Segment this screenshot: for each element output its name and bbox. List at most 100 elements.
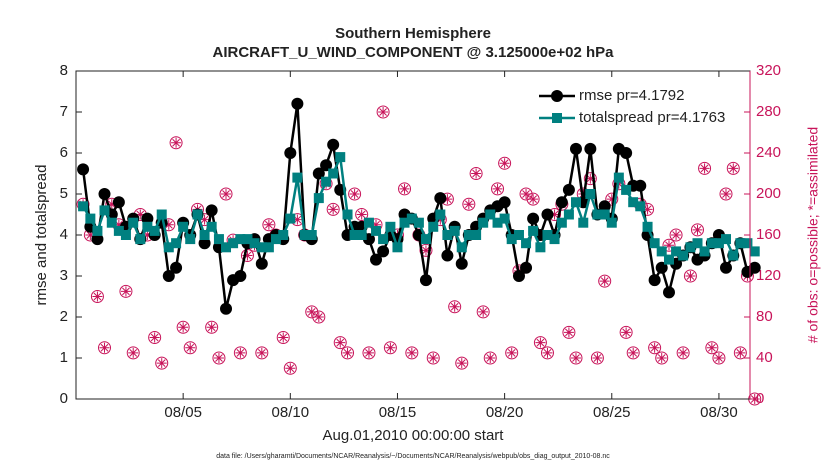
series-marker: [312, 167, 325, 180]
possible-obs-marker: [519, 187, 533, 201]
assimilated-obs-marker: [171, 137, 182, 148]
assimilated-obs-marker: [570, 353, 581, 363]
possible-obs-marker: [312, 310, 326, 324]
series-marker: [385, 221, 396, 232]
series-marker: [620, 147, 633, 159]
series-marker: [748, 261, 761, 274]
series-marker: [442, 230, 453, 240]
y-tick-label: 7: [60, 103, 68, 120]
series-marker: [228, 238, 239, 249]
possible-obs-marker: [341, 346, 355, 360]
assimilated-obs-marker: [371, 219, 382, 230]
series-marker: [156, 209, 167, 220]
possible-obs-marker: [662, 238, 676, 252]
series-marker: [749, 246, 760, 257]
y2-axis-label: # of obs: o=possible; *=assimilated: [805, 127, 821, 343]
series-marker: [363, 217, 374, 228]
series-marker: [120, 230, 131, 240]
series-marker: [371, 225, 382, 236]
possible-obs-marker: [455, 356, 469, 370]
y-axis-label: rmse and totalspread: [33, 165, 50, 306]
series-marker: [91, 233, 104, 246]
series-marker: [171, 238, 182, 249]
assimilated-obs-marker: [435, 214, 446, 225]
assimilated-obs-marker: [235, 347, 246, 358]
y-tick-label: 0: [60, 390, 68, 407]
possible-obs-marker: [305, 305, 319, 319]
assimilated-obs-marker: [149, 332, 160, 343]
series-marker: [163, 242, 174, 253]
series-marker: [170, 261, 183, 274]
possible-obs-marker: [619, 325, 633, 339]
possible-obs-marker: [126, 346, 140, 360]
assimilated-obs-marker: [420, 245, 431, 256]
series-marker: [78, 201, 89, 212]
x-tick-label: 08/15: [379, 404, 417, 421]
series-marker: [499, 213, 510, 224]
series-marker: [628, 197, 639, 208]
series-marker: [606, 217, 617, 228]
possible-obs-marker: [183, 341, 197, 355]
assimilated-obs-marker: [449, 301, 460, 312]
series-marker: [420, 234, 431, 245]
assimilated-obs-marker: [385, 342, 396, 353]
assimilated-obs-marker: [313, 312, 324, 322]
assimilated-obs-marker: [442, 194, 453, 205]
possible-obs-marker: [498, 156, 512, 170]
series-marker: [249, 238, 260, 249]
possible-obs-marker: [476, 305, 490, 319]
possible-obs-marker: [398, 182, 412, 196]
series-marker: [463, 230, 474, 240]
series-marker: [563, 209, 574, 220]
series-marker: [321, 176, 332, 187]
assimilated-obs-marker: [642, 204, 653, 215]
series-marker: [142, 221, 153, 232]
assimilated-obs-marker: [592, 353, 603, 363]
series-marker: [478, 217, 489, 228]
series-marker: [113, 225, 124, 236]
assimilated-obs-marker: [378, 107, 389, 117]
series-marker: [449, 225, 460, 236]
assimilated-obs-marker: [178, 322, 189, 333]
possible-obs-marker: [533, 336, 547, 350]
series-marker: [592, 209, 603, 220]
series-marker: [585, 189, 596, 199]
possible-obs-marker: [148, 331, 162, 344]
possible-obs-marker: [383, 341, 397, 355]
series-marker: [220, 302, 233, 315]
possible-obs-marker: [405, 346, 419, 360]
series-marker: [206, 221, 217, 232]
assimilated-obs-marker: [428, 353, 439, 363]
possible-obs-marker: [690, 223, 704, 237]
possible-obs-marker: [119, 284, 133, 298]
possible-obs-marker: [219, 187, 233, 201]
assimilated-obs-marker: [478, 306, 489, 317]
series-marker: [77, 163, 90, 176]
assimilated-obs-marker: [356, 209, 367, 220]
series-marker: [242, 234, 253, 245]
assimilated-obs-marker: [221, 189, 232, 199]
series-marker: [520, 261, 533, 274]
series-marker: [720, 234, 731, 245]
series-marker: [642, 221, 653, 232]
y-tick-label: 6: [60, 144, 68, 161]
assimilated-obs-marker: [185, 342, 196, 353]
assimilated-obs-marker: [585, 173, 596, 184]
series-marker: [685, 242, 696, 253]
possible-obs-marker: [648, 341, 662, 355]
assimilated-obs-marker: [699, 163, 710, 174]
assimilated-obs-marker: [606, 194, 617, 205]
possible-obs-marker: [655, 351, 669, 365]
series-marker: [335, 152, 346, 163]
series-marker: [521, 238, 532, 249]
series-marker: [498, 196, 511, 209]
possible-obs-marker: [469, 167, 483, 180]
possible-obs-marker: [326, 202, 340, 216]
possible-obs-marker: [462, 197, 476, 211]
series-marker: [599, 209, 610, 220]
assimilated-obs-marker: [285, 363, 296, 374]
x-axis-label: Aug.01,2010 00:00:00 start: [323, 427, 505, 444]
possible-obs-marker: [426, 351, 440, 365]
assimilated-obs-marker: [349, 189, 360, 199]
